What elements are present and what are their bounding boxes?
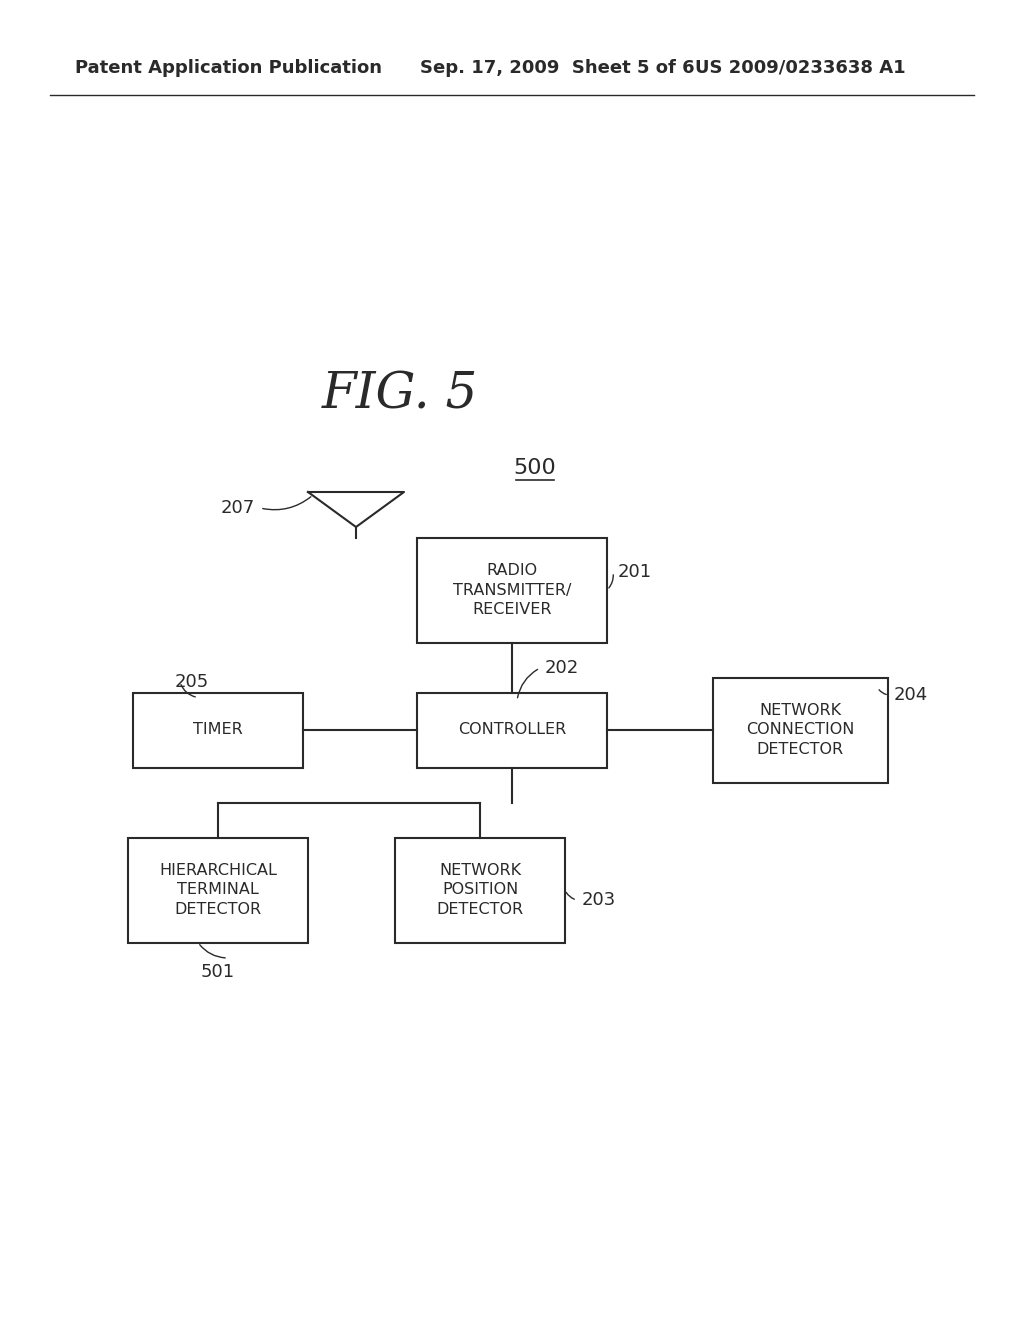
Bar [395, 837, 565, 942]
Bar [417, 537, 607, 643]
Bar [417, 693, 607, 767]
Text: HIERARCHICAL
TERMINAL
DETECTOR: HIERARCHICAL TERMINAL DETECTOR [159, 863, 276, 917]
Text: NETWORK
CONNECTION
DETECTOR: NETWORK CONNECTION DETECTOR [745, 702, 854, 758]
Bar [133, 693, 303, 767]
Text: 203: 203 [582, 891, 616, 909]
Text: 500: 500 [514, 458, 556, 478]
Bar [128, 837, 308, 942]
Text: Patent Application Publication: Patent Application Publication [75, 59, 382, 77]
Bar [713, 677, 888, 783]
Text: 202: 202 [545, 659, 580, 677]
Text: TIMER: TIMER [194, 722, 243, 738]
Text: 204: 204 [894, 686, 928, 704]
Text: US 2009/0233638 A1: US 2009/0233638 A1 [695, 59, 905, 77]
Text: 205: 205 [175, 673, 209, 690]
Text: Sep. 17, 2009  Sheet 5 of 6: Sep. 17, 2009 Sheet 5 of 6 [420, 59, 694, 77]
Text: NETWORK
POSITION
DETECTOR: NETWORK POSITION DETECTOR [436, 863, 523, 917]
Text: CONTROLLER: CONTROLLER [458, 722, 566, 738]
Text: 201: 201 [618, 564, 652, 581]
Text: 501: 501 [201, 964, 236, 981]
Text: RADIO
TRANSMITTER/
RECEIVER: RADIO TRANSMITTER/ RECEIVER [453, 562, 571, 618]
Text: 207: 207 [221, 499, 255, 517]
Text: FIG. 5: FIG. 5 [322, 371, 478, 420]
